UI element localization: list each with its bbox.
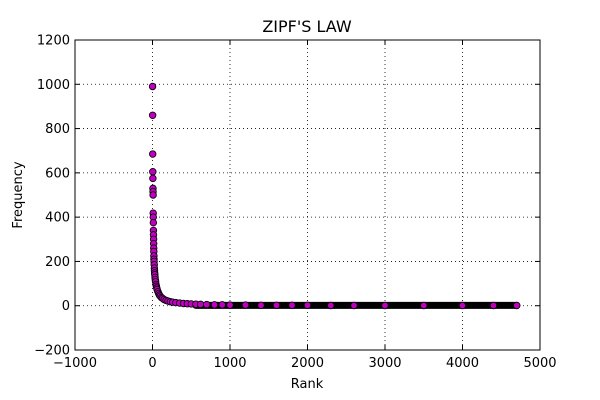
y-tick-label: 1200 [37,34,70,49]
scatter-point [381,301,389,310]
scatter-point [420,301,428,310]
scatter-point [489,301,498,310]
x-tick-label: 4000 [446,356,479,371]
scatter-point [148,82,157,91]
y-tick-label: 600 [45,166,70,181]
scatter-point [350,301,358,310]
scatter-point [241,301,250,309]
axis-ticks: −1000 0 1000 2000 3000 4000 5000 −200 0 200 400 600… [34,34,556,372]
scatter-point [149,191,157,199]
scatter-point [149,168,157,176]
scatter-point [149,174,157,183]
scatter-point [149,218,158,227]
scatter-point [303,301,312,309]
y-tick-label: 400 [45,211,70,226]
scatter-point [288,301,296,309]
x-tick-label: 1000 [213,356,246,371]
scatter-point [513,301,521,310]
y-tick-label: 0 [62,299,70,314]
x-tick-label: 5000 [523,356,556,371]
x-tick-label: 3000 [368,356,401,371]
y-tick-label: 800 [45,122,70,137]
chart-title: ZIPF'S LAW [262,17,352,36]
scatter-point [458,301,467,310]
y-tick-label: 200 [45,255,70,270]
x-tick-label: −1000 [53,356,97,371]
scatter-point [148,111,157,119]
scatter-points [148,82,521,310]
scatter-point [149,150,157,158]
scatter-point [210,301,219,309]
scatter-point [196,300,205,309]
x-tick-label: 2000 [291,356,324,371]
x-axis-label: Rank [291,377,324,392]
scatter-point [272,301,281,309]
scatter-point [257,301,265,309]
scatter-point [203,300,211,309]
scatter-point [218,301,226,309]
x-tick-label: 0 [148,356,156,371]
scatter-point [226,301,234,309]
scatter-point [327,301,335,310]
y-tick-label: 1000 [37,78,70,93]
y-axis-label: Frequency [11,161,26,228]
y-tick-label: −200 [34,344,70,359]
